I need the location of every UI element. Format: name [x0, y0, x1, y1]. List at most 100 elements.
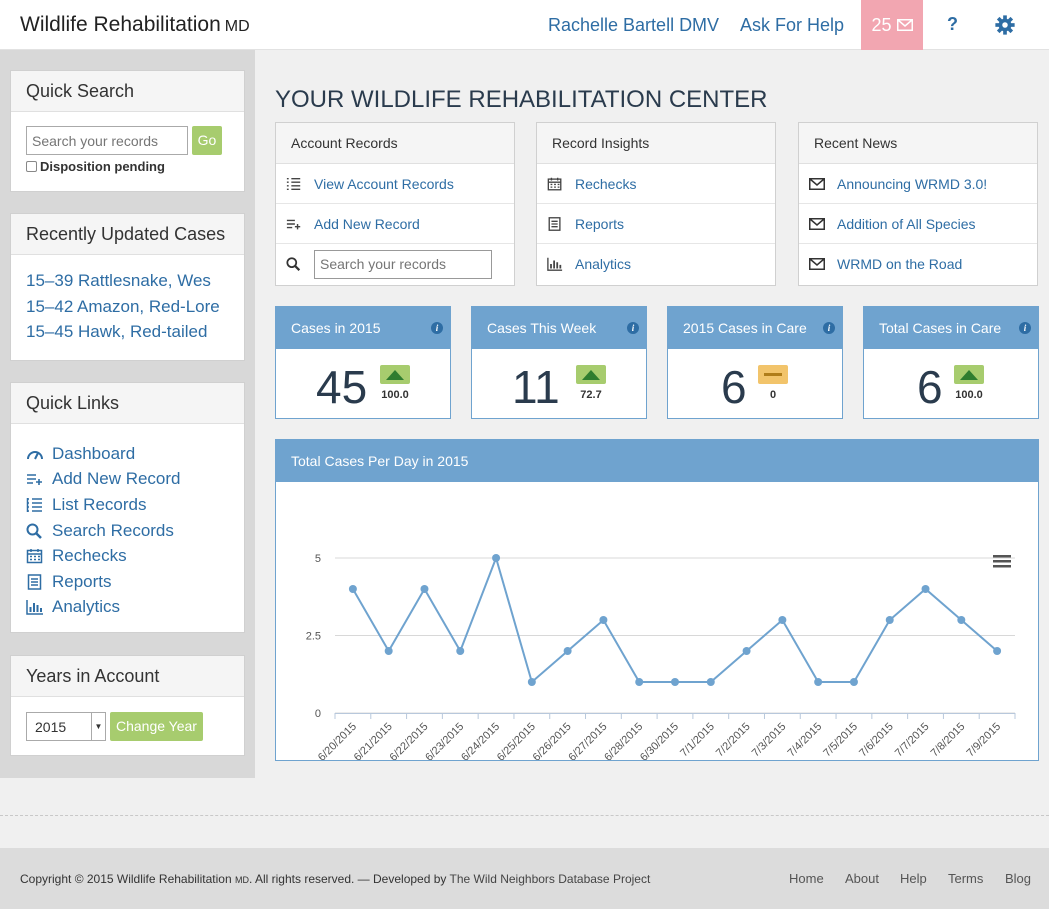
quick-link-list-records[interactable]: List Records	[26, 492, 229, 518]
copyright-md: MD	[234, 875, 249, 885]
data-point	[957, 616, 966, 624]
data-point	[814, 678, 823, 686]
data-point	[778, 616, 787, 624]
brand-name: Wildlife Rehabilitation	[20, 13, 221, 36]
quick-link-label: Dashboard	[52, 443, 136, 463]
stat-card-cases-2015: Cases in 2015 i 45 100.0	[275, 306, 451, 419]
analytics-label: Analytics	[575, 256, 632, 272]
envelope-icon	[896, 19, 913, 31]
quick-link-analytics[interactable]: Analytics	[26, 595, 229, 621]
x-tick-label: 7/2/2015	[714, 721, 753, 760]
news-label: WRMD on the Road	[837, 256, 963, 272]
user-menu-link[interactable]: Rachelle Bartell DMV	[548, 15, 720, 35]
stat-title: Total Cases in Care	[879, 320, 1002, 336]
info-icon[interactable]: i	[823, 322, 835, 334]
data-point	[993, 647, 1002, 655]
years-title: Years in Account	[11, 656, 244, 697]
calendar-icon	[26, 549, 43, 564]
triangle-up-icon	[960, 370, 978, 380]
messages-button[interactable]: 25	[861, 0, 923, 50]
data-point	[706, 678, 715, 686]
stat-value: 11	[512, 361, 560, 413]
footer-link-terms[interactable]: Terms	[948, 871, 984, 886]
minus-icon	[764, 373, 782, 376]
ask-for-help-link[interactable]: Ask For Help	[740, 15, 845, 35]
quick-link-label: Search Records	[52, 520, 174, 540]
help-question-button[interactable]: ?	[947, 14, 958, 34]
disposition-pending-checkbox[interactable]	[26, 161, 37, 172]
analytics-link[interactable]: Analytics	[537, 244, 775, 284]
trend-up-badge	[576, 365, 606, 384]
recent-cases-panel: Recently Updated Cases 15–39 Rattlesnake…	[10, 213, 245, 361]
gauge-icon	[27, 450, 43, 460]
reports-label: Reports	[575, 215, 625, 232]
x-tick-label: 7/4/2015	[786, 721, 825, 760]
x-tick-label: 7/5/2015	[821, 721, 860, 760]
quick-links-panel: Quick Links Dashboard Add New Record Lis…	[10, 382, 245, 633]
news-link[interactable]: WRMD on the Road	[799, 244, 1037, 284]
stat-card-total-in-care: Total Cases in Care i 6 100.0	[863, 306, 1039, 419]
list-icon	[286, 177, 301, 190]
add-new-record-link[interactable]: Add New Record	[276, 204, 514, 244]
rechecks-link[interactable]: Rechecks	[537, 164, 775, 204]
account-search-input[interactable]	[314, 249, 492, 279]
recent-case-link[interactable]: 15–42 Amazon, Red-Lore	[26, 296, 220, 316]
x-tick-label: 7/9/2015	[964, 721, 1003, 760]
quick-link-rechecks[interactable]: Rechecks	[26, 543, 229, 569]
y-tick-label: 0	[315, 708, 321, 720]
quick-search-panel: Quick Search Go Disposition pending	[10, 70, 245, 192]
chevron-down-icon: ▼	[91, 713, 105, 740]
quick-link-reports[interactable]: Reports	[26, 569, 229, 595]
reports-link[interactable]: Reports	[537, 204, 775, 244]
quick-link-label: Rechecks	[52, 546, 127, 566]
quick-link-add-record[interactable]: Add New Record	[26, 467, 229, 493]
record-insights-title: Record Insights	[537, 123, 775, 164]
quick-search-input[interactable]	[26, 126, 188, 155]
info-icon[interactable]: i	[627, 322, 639, 334]
report-icon	[27, 574, 42, 590]
quick-link-label: Reports	[52, 571, 112, 591]
quick-link-search-records[interactable]: Search Records	[26, 518, 229, 544]
footer-link-home[interactable]: Home	[789, 871, 824, 886]
recent-case-link[interactable]: 15–39 Rattlesnake, Wes	[26, 271, 211, 290]
series-line	[352, 554, 998, 684]
quick-search-go-button[interactable]: Go	[192, 126, 222, 155]
search-icon	[286, 257, 301, 272]
years-panel: Years in Account 2015 ▼ Change Year	[10, 655, 245, 756]
rechecks-label: Rechecks	[575, 175, 637, 192]
stat-title: 2015 Cases in Care	[683, 320, 807, 336]
news-link[interactable]: Announcing WRMD 3.0!	[799, 164, 1037, 204]
cases-per-day-chart: 02.556/20/20156/21/20156/22/20156/23/201…	[306, 553, 1016, 760]
trend-flat-badge	[758, 365, 788, 384]
footer-link-help[interactable]: Help	[900, 871, 927, 886]
change-year-button[interactable]: Change Year	[110, 712, 203, 741]
year-select[interactable]: 2015 ▼	[26, 712, 106, 741]
envelope-icon	[809, 258, 825, 270]
x-tick-label: 7/8/2015	[929, 721, 968, 760]
footer-link-blog[interactable]: Blog	[1005, 871, 1032, 886]
info-icon[interactable]: i	[431, 322, 443, 334]
triangle-up-icon	[386, 370, 404, 380]
view-account-records-link[interactable]: View Account Records	[276, 164, 514, 204]
disposition-pending-label: Disposition pending	[40, 159, 165, 174]
info-icon[interactable]: i	[1019, 322, 1031, 334]
footer-link-about[interactable]: About	[845, 871, 879, 886]
brand-logo[interactable]: Wildlife Rehabilitation MD	[20, 13, 250, 37]
y-tick-label: 5	[315, 553, 321, 565]
quick-search-title: Quick Search	[11, 71, 244, 112]
stat-title: Cases This Week	[487, 320, 597, 336]
gear-icon[interactable]	[994, 14, 1016, 36]
recent-cases-title: Recently Updated Cases	[11, 214, 244, 255]
chart-menu-icon[interactable]	[993, 555, 1011, 568]
recent-case-link[interactable]: 15–45 Hawk, Red-tailed	[26, 322, 208, 341]
news-link[interactable]: Addition of All Species	[799, 204, 1037, 244]
messages-count: 25	[871, 14, 892, 35]
stat-card-cases-in-care-2015: 2015 Cases in Care i 6 0	[667, 306, 843, 419]
quick-link-dashboard[interactable]: Dashboard	[26, 441, 229, 467]
add-list-icon	[27, 474, 42, 486]
recent-news-panel: Recent News Announcing WRMD 3.0! Additio…	[798, 122, 1038, 286]
quick-links-title: Quick Links	[11, 383, 244, 424]
project-link[interactable]: The Wild Neighbors Database Project	[449, 872, 651, 886]
data-point	[921, 585, 930, 593]
footer: Copyright © 2015 Wildlife Rehabilitation…	[0, 848, 1049, 909]
